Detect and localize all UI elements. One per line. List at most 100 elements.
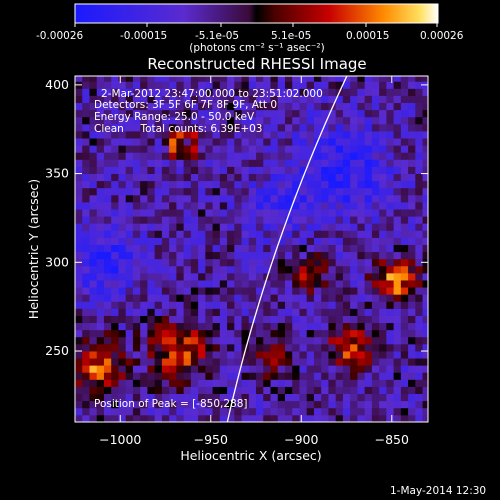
heatmap-cell <box>400 201 409 210</box>
heatmap-cell <box>415 386 423 395</box>
heatmap-cell <box>386 280 394 288</box>
heatmap-cell <box>415 315 423 324</box>
heatmap-cell <box>154 166 163 174</box>
heatmap-cell <box>212 343 221 352</box>
heatmap-cell <box>219 393 228 402</box>
heatmap-cell <box>379 102 387 111</box>
heatmap-cell <box>284 251 293 260</box>
heatmap-cell <box>371 166 380 174</box>
heatmap-cell <box>234 123 242 132</box>
heatmap-cell <box>103 280 112 288</box>
heatmap-cell <box>263 159 271 167</box>
heatmap-cell <box>234 287 242 295</box>
heatmap-cell <box>161 95 170 104</box>
heatmap-cell <box>277 223 286 231</box>
heatmap-cell <box>234 95 242 104</box>
heatmap-cell <box>386 343 394 352</box>
heatmap-cell <box>292 258 300 267</box>
heatmap-cell <box>400 109 409 118</box>
heatmap-cell <box>393 386 402 395</box>
heatmap-cell <box>292 180 300 189</box>
heatmap-cell <box>154 301 163 309</box>
heatmap-cell <box>256 109 264 118</box>
heatmap-cell <box>190 237 199 245</box>
heatmap-cell <box>212 102 221 111</box>
heatmap-cell <box>89 95 98 104</box>
heatmap-cell <box>256 308 264 316</box>
heatmap-cell <box>219 294 228 302</box>
heatmap-cell <box>103 116 112 125</box>
heatmap-cell <box>313 237 322 245</box>
heatmap-cell <box>342 308 351 316</box>
heatmap-cell <box>198 102 206 111</box>
heatmap-cell <box>241 280 250 288</box>
heatmap-cell <box>299 180 308 189</box>
heatmap-cell <box>161 294 170 302</box>
heatmap-cell <box>284 102 293 111</box>
heatmap-cell <box>277 102 286 111</box>
heatmap-cell <box>75 95 83 104</box>
heatmap-cell <box>328 315 337 324</box>
heatmap-cell <box>306 343 315 352</box>
heatmap-cell <box>89 201 98 210</box>
heatmap-cell <box>292 386 300 395</box>
heatmap-cell <box>132 230 141 238</box>
heatmap-cell <box>328 109 337 118</box>
heatmap-cell <box>205 372 213 380</box>
heatmap-cell <box>386 201 394 210</box>
heatmap-cell <box>227 237 235 245</box>
heatmap-cell <box>321 315 329 324</box>
heatmap-cell <box>299 244 308 253</box>
heatmap-cell <box>140 365 148 373</box>
heatmap-cell <box>96 102 105 111</box>
heatmap-cell <box>75 152 83 160</box>
heatmap-cell <box>350 351 358 359</box>
heatmap-cell <box>313 308 322 316</box>
heatmap-cell <box>176 145 185 153</box>
heatmap-cell <box>321 76 329 82</box>
heatmap-cell <box>263 138 271 146</box>
heatmap-cell <box>198 407 206 416</box>
heatmap-cell <box>256 258 264 267</box>
heatmap-cell <box>379 180 387 189</box>
y-axis-label: Heliocentric Y (arcsec) <box>26 179 41 319</box>
heatmap-cell <box>248 258 257 267</box>
heatmap-cell <box>342 116 351 125</box>
heatmap-cell <box>335 329 344 338</box>
heatmap-cell <box>263 76 271 82</box>
heatmap-cell <box>234 251 242 260</box>
heatmap-cell <box>234 180 242 189</box>
heatmap-cell <box>386 294 394 302</box>
heatmap-cell <box>132 280 141 288</box>
heatmap-cell <box>321 393 329 402</box>
heatmap-cell <box>227 145 235 153</box>
heatmap-cell <box>321 88 329 96</box>
heatmap-cell <box>270 159 279 167</box>
heatmap-cell <box>103 223 112 231</box>
heatmap-cell <box>256 272 264 281</box>
heatmap-cell <box>321 386 329 395</box>
heatmap-cell <box>408 407 416 416</box>
heatmap-cell <box>227 351 235 359</box>
heatmap-cell <box>313 166 322 174</box>
heatmap-cell <box>75 209 83 217</box>
heatmap-cell <box>321 173 329 182</box>
heatmap-cell <box>82 308 90 316</box>
heatmap-cell <box>82 272 90 281</box>
heatmap-cell <box>371 173 380 182</box>
heatmap-cell <box>154 265 163 274</box>
heatmap-cell <box>132 166 141 174</box>
heatmap-cell <box>350 280 358 288</box>
heatmap-cell <box>386 400 394 409</box>
heatmap-cell <box>371 294 380 302</box>
heatmap-cell <box>321 272 329 281</box>
heatmap-cell <box>82 109 90 118</box>
heatmap-cell <box>234 244 242 253</box>
heatmap-cell <box>118 400 127 409</box>
heatmap-cell <box>154 315 163 324</box>
heatmap-cell <box>393 301 402 309</box>
heatmap-cell <box>140 123 148 132</box>
heatmap-cell <box>140 272 148 281</box>
heatmap-cell <box>350 365 358 373</box>
heatmap-cell <box>198 216 206 224</box>
